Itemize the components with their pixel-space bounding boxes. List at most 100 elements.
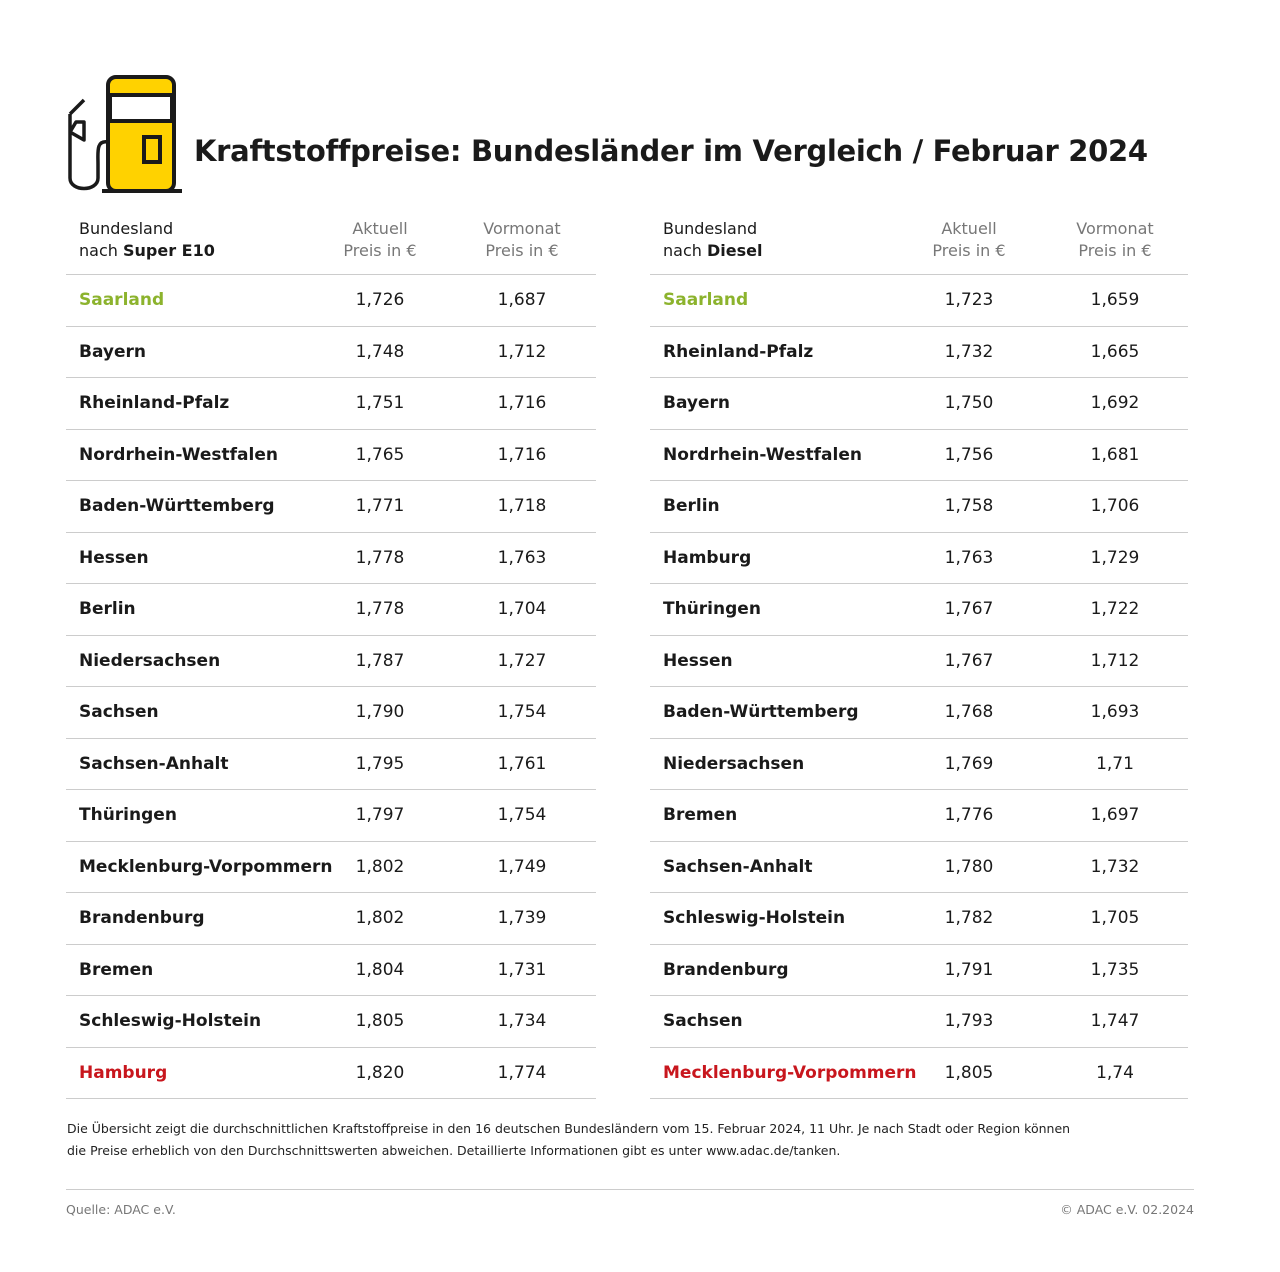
page-title: Kraftstoffpreise: Bundesländer im Vergle… [194, 134, 1148, 168]
previous-price: 1,727 [497, 650, 547, 671]
table-row: Bremen 1,804 1,731 [66, 945, 596, 996]
table-row: Hamburg 1,763 1,729 [650, 533, 1188, 584]
previous-price: 1,761 [497, 753, 547, 774]
previous-price: 1,693 [1090, 702, 1140, 723]
current-price: 1,780 [944, 856, 994, 877]
header-label: Preis in € [1078, 241, 1152, 260]
state-name: Sachsen [79, 702, 159, 723]
table-row: Brandenburg 1,791 1,735 [650, 945, 1188, 996]
current-price: 1,756 [944, 444, 994, 465]
state-name: Saarland [663, 290, 749, 311]
current-price: 1,726 [355, 290, 405, 311]
header-label: Bundesland [663, 219, 758, 238]
previous-price: 1,659 [1090, 290, 1140, 311]
table-row: Rheinland-Pfalz 1,732 1,665 [650, 327, 1188, 378]
current-price: 1,782 [944, 908, 994, 929]
current-price: 1,748 [355, 341, 405, 362]
current-price: 1,758 [944, 496, 994, 517]
state-name: Bayern [79, 341, 147, 362]
state-name: Berlin [663, 496, 720, 517]
table-row: Saarland 1,726 1,687 [66, 275, 596, 327]
previous-price: 1,716 [497, 444, 547, 465]
current-price: 1,802 [355, 908, 405, 929]
header-label: nach [79, 241, 123, 260]
state-name: Hamburg [663, 547, 752, 568]
column-header-previous: Vormonat Preis in € [452, 218, 592, 262]
table-row: Bayern 1,750 1,692 [650, 378, 1188, 430]
current-price: 1,787 [355, 650, 405, 671]
header-label: Aktuell [352, 219, 408, 238]
current-price: 1,768 [944, 702, 994, 723]
source-label: Quelle: ADAC e.V. [66, 1202, 176, 1217]
header-label: Preis in € [932, 241, 1006, 260]
header-label: nach [663, 241, 707, 260]
current-price: 1,776 [944, 805, 994, 826]
diesel-table: Bundesland nach Diesel Aktuell Preis in € … [650, 218, 1188, 1099]
current-price: 1,765 [355, 444, 405, 465]
current-price: 1,763 [944, 547, 994, 568]
current-price: 1,723 [944, 290, 994, 311]
table-row: Nordrhein-Westfalen 1,756 1,681 [650, 430, 1188, 481]
previous-price: 1,739 [497, 908, 547, 929]
previous-price: 1,71 [1096, 753, 1134, 774]
previous-price: 1,731 [497, 959, 547, 980]
state-name: Schleswig-Holstein [663, 908, 846, 929]
state-name: Thüringen [79, 805, 177, 826]
table-row: Baden-Württemberg 1,771 1,718 [66, 481, 596, 533]
table-row: Schleswig-Holstein 1,805 1,734 [66, 996, 596, 1048]
fuel-type-label: Super E10 [122, 241, 215, 260]
table-header: Bundesland nach Super E10 Aktuell Preis in… [66, 218, 596, 275]
header-label: Preis in € [485, 241, 559, 260]
previous-price: 1,712 [1090, 650, 1140, 671]
state-name: Rheinland-Pfalz [79, 393, 230, 414]
current-price: 1,769 [944, 753, 994, 774]
current-price: 1,771 [355, 496, 405, 517]
state-name: Schleswig-Holstein [79, 1011, 262, 1032]
previous-price: 1,665 [1090, 341, 1140, 362]
table-row: Saarland 1,723 1,659 [650, 275, 1188, 327]
table-header: Bundesland nach Diesel Aktuell Preis in € … [650, 218, 1188, 275]
table-row: Bayern 1,748 1,712 [66, 327, 596, 378]
column-header-current: Aktuell Preis in € [310, 218, 450, 262]
state-name: Hamburg [79, 1062, 168, 1083]
super-e10-table: Bundesland nach Super E10 Aktuell Preis in… [66, 218, 596, 1099]
current-price: 1,750 [944, 393, 994, 414]
state-name: Bremen [79, 959, 154, 980]
current-price: 1,802 [355, 856, 405, 877]
state-name: Sachsen-Anhalt [663, 856, 813, 877]
state-name: Brandenburg [663, 959, 789, 980]
state-name: Rheinland-Pfalz [663, 341, 814, 362]
current-price: 1,791 [944, 959, 994, 980]
previous-price: 1,735 [1090, 959, 1140, 980]
previous-price: 1,705 [1090, 908, 1140, 929]
current-price: 1,820 [355, 1062, 405, 1083]
table-row: Brandenburg 1,802 1,739 [66, 893, 596, 945]
state-name: Mecklenburg-Vorpommern [79, 856, 333, 877]
table-row: Niedersachsen 1,769 1,71 [650, 739, 1188, 790]
current-price: 1,804 [355, 959, 405, 980]
table-row: Mecklenburg-Vorpommern 1,802 1,749 [66, 842, 596, 893]
previous-price: 1,712 [497, 341, 547, 362]
table-row: Hamburg 1,820 1,774 [66, 1048, 596, 1099]
table-row: Sachsen-Anhalt 1,795 1,761 [66, 739, 596, 790]
state-name: Berlin [79, 599, 136, 620]
header-label: Vormonat [1076, 219, 1154, 238]
previous-price: 1,729 [1090, 547, 1140, 568]
previous-price: 1,774 [497, 1062, 547, 1083]
state-name: Sachsen-Anhalt [79, 753, 229, 774]
state-name: Mecklenburg-Vorpommern [663, 1062, 917, 1083]
current-price: 1,767 [944, 650, 994, 671]
table-row: Nordrhein-Westfalen 1,765 1,716 [66, 430, 596, 481]
state-name: Niedersachsen [79, 650, 221, 671]
current-price: 1,805 [944, 1062, 994, 1083]
fuel-type-label: Diesel [706, 241, 763, 260]
current-price: 1,778 [355, 599, 405, 620]
current-price: 1,793 [944, 1011, 994, 1032]
footnote: Die Übersicht zeigt die durchschnittlich… [67, 1121, 1071, 1158]
table-row: Hessen 1,767 1,712 [650, 636, 1188, 687]
table-row: Mecklenburg-Vorpommern 1,805 1,74 [650, 1048, 1188, 1099]
state-name: Sachsen [663, 1011, 743, 1032]
footer-divider [66, 1189, 1194, 1190]
state-name: Baden-Württemberg [79, 496, 275, 517]
header-label: Bundesland [79, 219, 174, 238]
